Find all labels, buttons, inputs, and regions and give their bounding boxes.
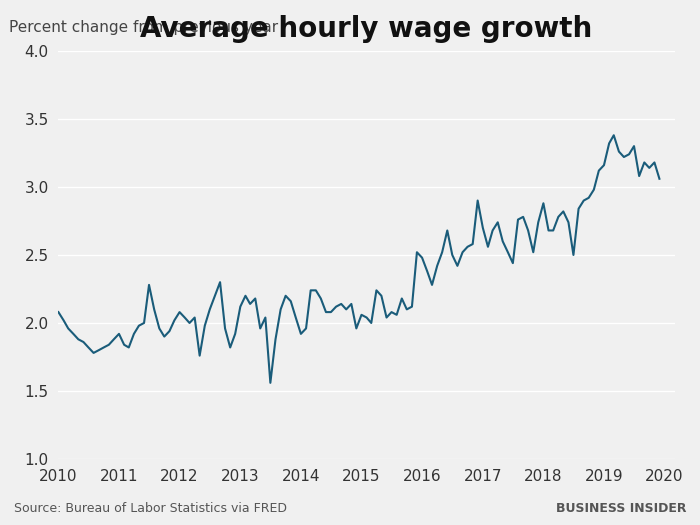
Text: BUSINESS INSIDER: BUSINESS INSIDER xyxy=(556,501,686,514)
Title: Average hourly wage growth: Average hourly wage growth xyxy=(140,15,593,43)
Text: Source: Bureau of Labor Statistics via FRED: Source: Bureau of Labor Statistics via F… xyxy=(14,501,287,514)
Text: Percent change from previous year: Percent change from previous year xyxy=(9,19,278,35)
